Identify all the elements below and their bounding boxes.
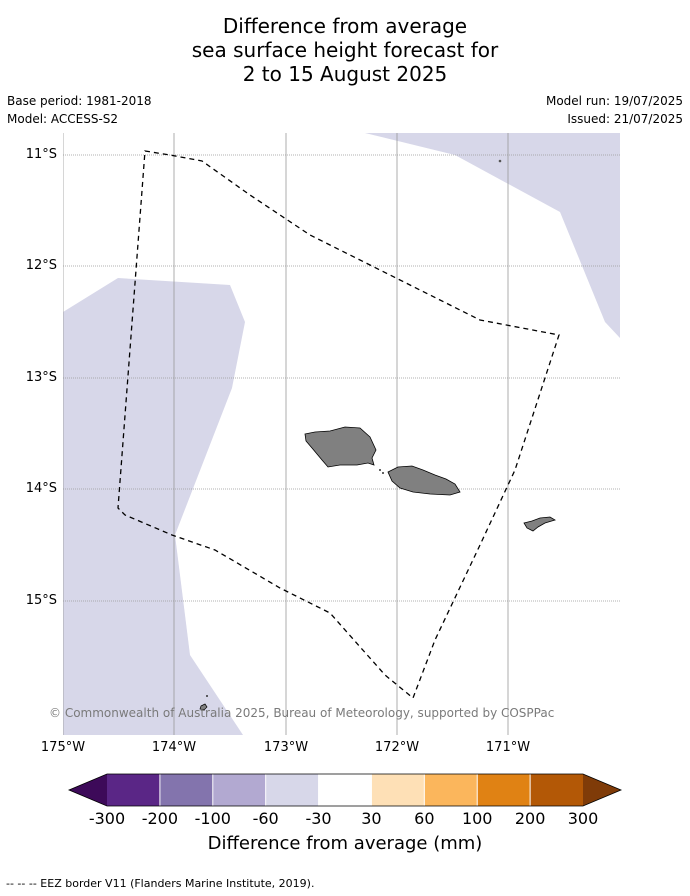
island-south-dot	[206, 695, 208, 697]
colorbar-bin	[371, 774, 425, 806]
anomaly-region-west	[63, 278, 245, 735]
colorbar-tick-label: 300	[567, 809, 599, 828]
lon-label-175w: 175°W	[40, 740, 86, 755]
eez-legend: -- -- -- EEZ border V11 (Flanders Marine…	[6, 877, 315, 890]
island-rose-atoll	[498, 159, 502, 163]
colorbar-tick-label: 60	[414, 809, 435, 828]
colorbar-outline	[67, 773, 623, 807]
title-line-1: Difference from average	[222, 14, 468, 38]
colorbar-tick-label: 200	[514, 809, 546, 828]
title-line-2: sea surface height forecast for	[191, 38, 499, 62]
island-manono	[382, 472, 384, 474]
colorbar-bin	[265, 774, 320, 806]
colorbar-bin	[212, 774, 267, 806]
colorbar-tick-label: -200	[141, 809, 179, 828]
issued-date: Issued: 21/07/2025	[567, 112, 683, 126]
colorbar-tick-label: 100	[461, 809, 493, 828]
graticule	[63, 133, 620, 735]
eez-border	[117, 150, 560, 700]
island-tutuila	[523, 516, 556, 532]
island-upolu	[387, 465, 461, 496]
island-savaii	[304, 426, 377, 468]
lat-label-11s: 11°S	[25, 147, 57, 162]
anomaly-region-northeast	[365, 133, 620, 338]
lon-label-174w: 174°W	[151, 740, 197, 755]
colorbar-bin	[477, 774, 531, 806]
colorbar-bin	[318, 774, 372, 806]
title-line-3: 2 to 15 August 2025	[242, 62, 448, 86]
model-name: Model: ACCESS-S2	[7, 112, 119, 126]
lon-label-173w: 173°W	[263, 740, 309, 755]
colorbar-tick-label: -100	[194, 809, 231, 828]
lon-label-171w: 171°W	[485, 740, 531, 755]
lat-label-14s: 14°S	[25, 481, 57, 496]
colorbar-extend-low	[69, 774, 107, 806]
base-period: Base period: 1981-2018	[7, 94, 152, 108]
colorbar-tick-label: -60	[252, 809, 279, 828]
island-south-islet	[199, 703, 208, 711]
lat-label-13s: 13°S	[25, 370, 57, 385]
colorbar	[67, 773, 623, 807]
model-run: Model run: 19/07/2025	[545, 94, 683, 108]
colorbar-bin	[530, 774, 584, 806]
copyright-notice: © Commonwealth of Australia 2025, Bureau…	[49, 706, 555, 720]
colorbar-bin	[107, 774, 161, 806]
colorbar-bin	[424, 774, 478, 806]
colorbar-title: Difference from average (mm)	[207, 833, 483, 854]
colorbar-bin	[159, 774, 214, 806]
colorbar-tick-label: -300	[88, 809, 126, 828]
lon-label-172w: 172°W	[374, 740, 420, 755]
lat-label-15s: 15°S	[25, 593, 57, 608]
colorbar-extend-high	[583, 774, 621, 806]
colorbar-tick-label: 30	[361, 809, 382, 828]
lat-label-12s: 12°S	[25, 258, 57, 273]
colorbar-tick-label: -30	[305, 809, 332, 828]
island-apolima	[379, 469, 381, 471]
